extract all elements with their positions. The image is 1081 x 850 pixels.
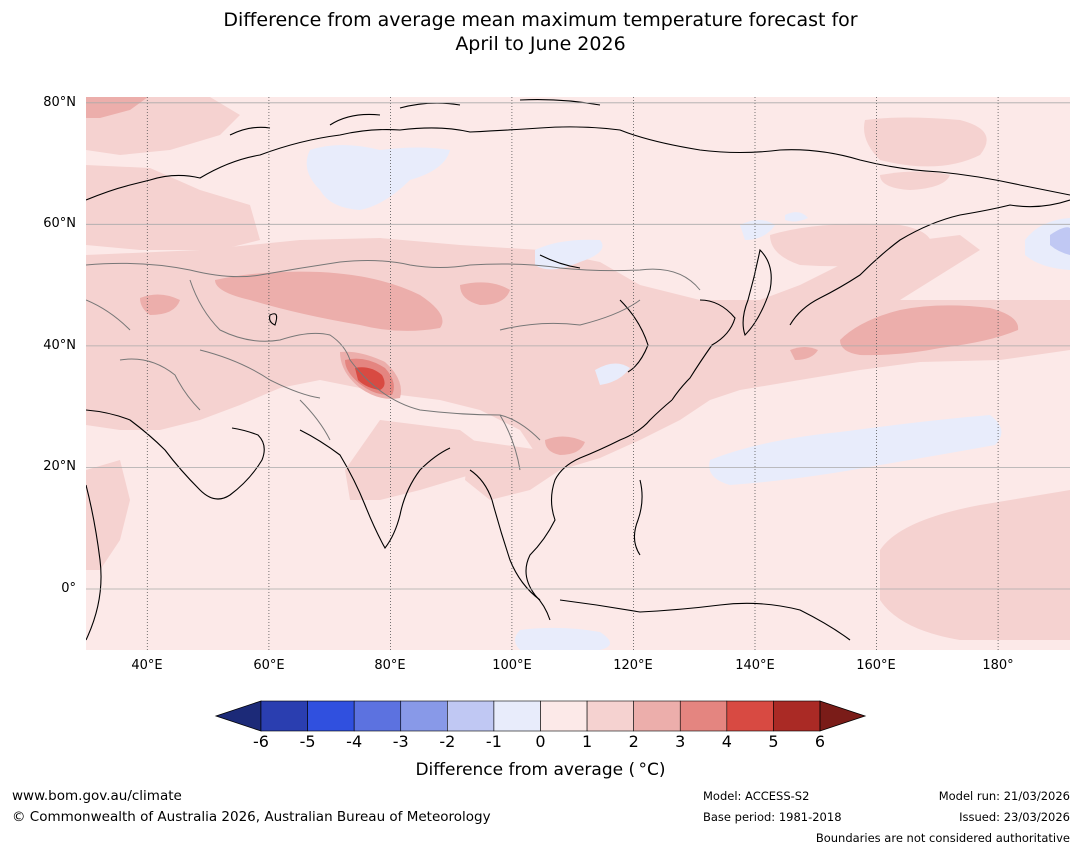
lon-label-140e: 140°E (735, 658, 775, 673)
colorbar-label: Difference from average ( °C) (415, 760, 666, 780)
map-title-line-2: April to June 2026 (455, 33, 626, 55)
colorbar-segment (400, 700, 448, 732)
lat-label-40n: 40°N (43, 338, 76, 353)
model-name: Model: ACCESS-S2 (703, 789, 810, 803)
colorbar-segment (726, 700, 774, 732)
latitude-gridlines (86, 102, 1070, 590)
issued-date: Issued: 23/03/2026 (959, 810, 1070, 824)
colorbar-segment (540, 700, 588, 732)
lon-label-40e: 40°E (131, 658, 163, 673)
copyright-text: © Commonwealth of Australia 2026, Austra… (12, 809, 491, 825)
website-link[interactable]: www.bom.gov.au/climate (12, 788, 182, 804)
colorbar-tick-label: 3 (675, 732, 686, 751)
colorbar-tick-label: 4 (721, 732, 732, 751)
anomaly-region-4-to-5 (355, 367, 385, 390)
colorbar-segment (353, 700, 402, 732)
colorbar-extend-high (819, 700, 867, 732)
base-period: Base period: 1981-2018 (703, 810, 842, 824)
colorbar-segment (633, 700, 681, 732)
colorbar-segment (307, 700, 355, 732)
map-contents (86, 97, 1070, 650)
boundaries-disclaimer: Boundaries are not considered authoritat… (815, 831, 1070, 845)
lat-label-20n: 20°N (43, 459, 76, 474)
lon-label-160e: 160°E (856, 658, 896, 673)
colorbar-tick-label: -4 (346, 732, 363, 751)
colorbar-segments (214, 700, 867, 732)
lon-label-120e: 120°E (613, 658, 653, 673)
colorbar-tick-label: -1 (485, 732, 502, 751)
colorbar-tick-label: -2 (439, 732, 456, 751)
longitude-gridlines (146, 97, 999, 650)
colorbar-tick-label: 0 (535, 732, 546, 751)
colorbar (214, 700, 867, 732)
anomaly-region-minus-2-to-minus-1 (1050, 227, 1070, 255)
map-title-line-1: Difference from average mean maximum tem… (223, 9, 858, 31)
lon-label-80e: 80°E (374, 658, 406, 673)
map-title: Difference from average mean maximum tem… (0, 8, 1081, 56)
colorbar-tick-label: -5 (299, 732, 316, 751)
colorbar-segment (679, 700, 728, 732)
lat-label-60n: 60°N (43, 216, 76, 231)
colorbar-tick-label: 1 (581, 732, 593, 751)
colorbar-tick-label: 2 (628, 732, 639, 751)
colorbar-tick-label: -3 (392, 732, 409, 751)
colorbar-segment (586, 700, 634, 732)
colorbar-tick-label: 5 (768, 732, 779, 751)
colorbar-extend-low (214, 700, 262, 732)
colorbar-segment (447, 700, 495, 732)
lon-label-180: 180° (982, 658, 1014, 673)
colorbar-segment (773, 700, 821, 732)
colorbar-tick-label: 6 (814, 732, 826, 751)
country-borders (86, 260, 701, 471)
colorbar-segment (260, 700, 308, 732)
temperature-anomaly-map (86, 97, 1070, 650)
coastlines (86, 99, 1070, 641)
colorbar-segment (493, 700, 541, 732)
lon-label-60e: 60°E (253, 658, 285, 673)
colorbar-tick-label: -6 (253, 732, 269, 751)
lon-label-100e: 100°E (492, 658, 532, 673)
model-run-date: Model run: 21/03/2026 (938, 789, 1070, 803)
lat-label-equator: 0° (61, 581, 76, 596)
anomaly-regions-2-to-3 (86, 97, 1019, 455)
lat-label-80n: 80°N (43, 95, 76, 110)
